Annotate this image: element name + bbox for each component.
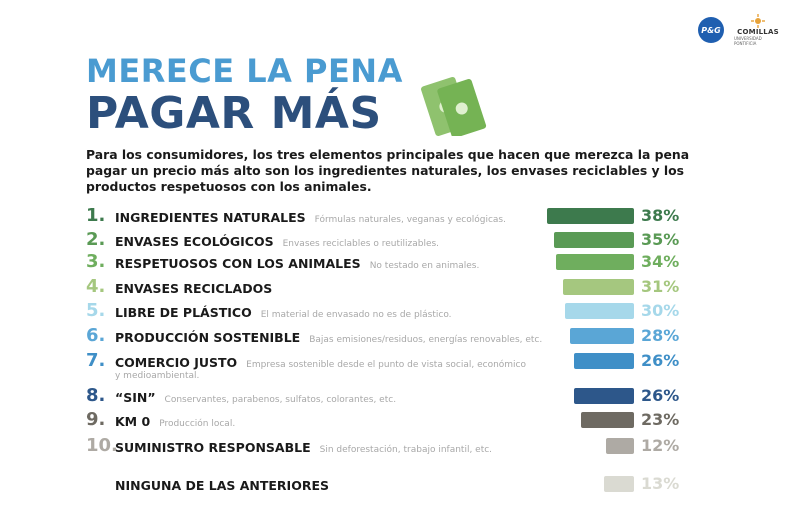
category-label: “SIN” Conservantes, parabenos, sulfatos, … — [115, 390, 396, 405]
rank-number: 9. — [86, 409, 106, 430]
category-label: ENVASES ECOLÓGICOS Envases reciclables o … — [115, 234, 439, 249]
category-label: NINGUNA DE LAS ANTERIORES — [115, 478, 329, 493]
category-description: No testado en animales. — [369, 261, 480, 271]
category-description: Conservantes, parabenos, sulfatos, color… — [164, 395, 397, 405]
percentage-label: 35% — [641, 230, 680, 249]
bar — [581, 412, 634, 428]
rank-number: 2. — [86, 229, 106, 250]
category-label: LIBRE DE PLÁSTICO El material de envasado… — [115, 305, 452, 320]
comillas-name: COMILLAS — [737, 28, 779, 36]
bar — [553, 232, 634, 248]
category-name: COMERCIO JUSTO — [115, 355, 238, 370]
chart-row: 8. “SIN” Conservantes, parabenos, sulfatos… — [0, 385, 800, 409]
chart-row: 3. RESPETUOSOS CON LOS ANIMALES No testado… — [0, 251, 800, 275]
rank-number: 10. — [86, 435, 118, 456]
rank-number: 6. — [86, 325, 106, 346]
category-label: COMERCIO JUSTO Empresa sostenible desde e… — [115, 355, 526, 370]
category-label: ENVASES RECICLADOS — [115, 281, 272, 296]
category-name: ENVASES RECICLADOS — [115, 281, 273, 296]
percentage-label: 26% — [641, 386, 680, 405]
bar — [574, 353, 634, 369]
rank-number: 4. — [86, 276, 106, 297]
bar — [569, 328, 634, 344]
banknotes-icon — [421, 76, 487, 136]
rank-number: 5. — [86, 300, 106, 321]
category-description: Fórmulas naturales, veganas y ecológicas… — [314, 215, 506, 225]
bar — [565, 303, 634, 319]
chart-row: 5. LIBRE DE PLÁSTICO El material de envasa… — [0, 300, 800, 324]
chart-row: NINGUNA DE LAS ANTERIORES 13% — [0, 474, 800, 497]
category-description: Envases reciclables o reutilizables. — [282, 239, 440, 249]
bar — [606, 438, 634, 454]
bar — [562, 279, 634, 295]
title-line-2: PAGAR MÁS — [86, 88, 382, 139]
category-label: RESPETUOSOS CON LOS ANIMALES No testado e… — [115, 256, 479, 271]
percentage-label: 13% — [641, 474, 680, 493]
category-description: Empresa sostenible desde el punto de vis… — [246, 360, 527, 370]
category-label: INGREDIENTES NATURALES Fórmulas naturales… — [115, 210, 506, 225]
chart-row: 6. PRODUCCIÓN SOSTENIBLE Bajas emisiones/r… — [0, 325, 800, 349]
category-description: El material de envasado no es de plástic… — [260, 310, 452, 320]
bar — [574, 388, 634, 404]
percentage-label: 34% — [641, 252, 680, 271]
bar — [604, 476, 634, 492]
rank-number: 7. — [86, 350, 106, 371]
category-label: KM 0 Producción local. — [115, 414, 235, 429]
logos: P&G COMILLAS UNIVERSIDAD PONTIFICIA — [698, 14, 782, 46]
chart-row: 4. ENVASES RECICLADOS 31% — [0, 276, 800, 300]
comillas-logo: COMILLAS UNIVERSIDAD PONTIFICIA — [734, 14, 782, 46]
category-name: RESPETUOSOS CON LOS ANIMALES — [115, 256, 361, 271]
category-name: PRODUCCIÓN SOSTENIBLE — [115, 330, 301, 345]
category-name: KM 0 — [115, 414, 151, 429]
chart-row: 9. KM 0 Producción local. 23% — [0, 409, 800, 433]
chart-row: 2. ENVASES ECOLÓGICOS Envases reciclables … — [0, 229, 800, 253]
category-name: ENVASES ECOLÓGICOS — [115, 234, 274, 249]
category-description-continued: y medioambiental. — [115, 371, 200, 381]
category-label: SUMINISTRO RESPONSABLE Sin deforestación,… — [115, 440, 492, 455]
category-description: Sin deforestación, trabajo infantil, etc… — [319, 445, 493, 455]
category-description: Producción local. — [159, 419, 236, 429]
chart-row: 10. SUMINISTRO RESPONSABLE Sin deforestaci… — [0, 435, 800, 459]
percentage-label: 38% — [641, 206, 680, 225]
pg-logo: P&G — [698, 17, 724, 43]
title-line-1: MERECE LA PENA — [86, 52, 403, 90]
percentage-label: 12% — [641, 436, 680, 455]
category-name: LIBRE DE PLÁSTICO — [115, 305, 252, 320]
comillas-subtitle: UNIVERSIDAD PONTIFICIA — [734, 36, 762, 46]
chart-row: 7. COMERCIO JUSTO Empresa sostenible desde… — [0, 350, 800, 381]
category-name: SUMINISTRO RESPONSABLE — [115, 440, 311, 455]
chart-row: 1. INGREDIENTES NATURALES Fórmulas natural… — [0, 205, 800, 229]
bar — [555, 254, 634, 270]
rank-number: 8. — [86, 385, 106, 406]
percentage-label: 26% — [641, 351, 680, 370]
intro-text: Para los consumidores, los tres elemento… — [86, 147, 690, 194]
percentage-label: 30% — [641, 301, 680, 320]
percentage-label: 23% — [641, 410, 680, 429]
category-name: INGREDIENTES NATURALES — [115, 210, 306, 225]
bar — [546, 208, 634, 224]
category-description: Bajas emisiones/residuos, energías renov… — [309, 335, 543, 345]
percentage-label: 28% — [641, 326, 680, 345]
category-name: NINGUNA DE LAS ANTERIORES — [115, 478, 330, 493]
percentage-label: 31% — [641, 277, 680, 296]
comillas-emblem-icon — [751, 14, 765, 28]
category-name: “SIN” — [115, 390, 156, 405]
category-label: PRODUCCIÓN SOSTENIBLE Bajas emisiones/res… — [115, 330, 542, 345]
rank-number: 3. — [86, 251, 106, 272]
rank-number: 1. — [86, 205, 106, 226]
